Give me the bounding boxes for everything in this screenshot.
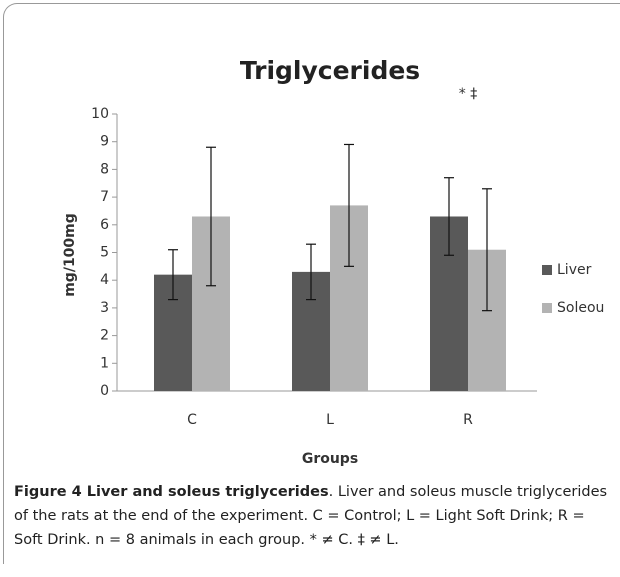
caption-text: . Liver and soleus muscle triglycerides … xyxy=(14,484,608,548)
caption-title: Figure 4 Liver and soleus triglycerides xyxy=(14,484,329,500)
y-tick-label: 9 xyxy=(100,134,109,150)
y-tick-label: 0 xyxy=(100,383,109,399)
x-tick-label: C xyxy=(187,412,197,428)
annotation: * ‡ xyxy=(459,86,477,102)
x-tick-label: L xyxy=(326,412,334,428)
x-axis-label: Groups xyxy=(302,451,358,467)
y-tick-label: 6 xyxy=(100,217,109,233)
legend-swatch xyxy=(542,265,552,275)
y-tick-label: 2 xyxy=(100,328,109,344)
legend-swatch xyxy=(542,303,552,313)
y-tick-label: 4 xyxy=(100,272,109,288)
y-tick-label: 3 xyxy=(100,300,109,316)
y-tick-label: 5 xyxy=(100,245,109,261)
legend-label: Liver xyxy=(557,262,592,278)
y-tick-label: 7 xyxy=(100,189,109,205)
chart-title: Triglycerides xyxy=(240,56,420,85)
y-tick-label: 1 xyxy=(100,355,109,371)
x-tick-label: R xyxy=(463,412,473,428)
figure-frame xyxy=(3,3,620,564)
caption: Figure 4 Liver and soleus triglycerides.… xyxy=(14,480,612,552)
legend-label: Soleou xyxy=(557,300,604,316)
chart: Triglycerides Groups mg/100mg * ‡ 0 1 2 3 4 5… xyxy=(62,56,604,467)
y-tick-label: 8 xyxy=(100,161,109,177)
y-axis-label: mg/100mg xyxy=(62,213,78,297)
y-tick-label: 10 xyxy=(91,106,109,122)
